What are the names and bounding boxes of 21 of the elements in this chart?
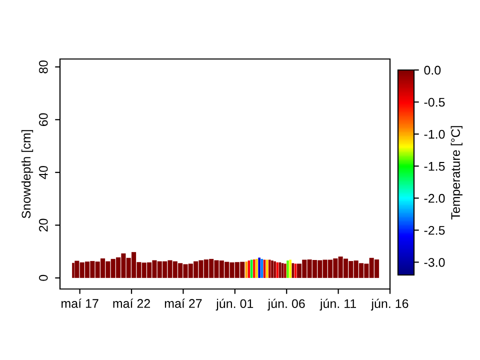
color-bar-label: -3.0: [424, 258, 445, 267]
color-bar-label: 0.0: [424, 66, 441, 75]
x-tick-label: jún. 01: [216, 298, 254, 311]
x-tick-label: maí 27: [164, 298, 202, 308]
x-tick-label: maí 22: [113, 298, 150, 308]
y-tick-label: 20: [38, 218, 48, 232]
color-bar-label: -1.0: [424, 130, 445, 139]
color-bar-label: -2.5: [424, 226, 445, 235]
x-tick-label: jún. 16: [370, 298, 408, 311]
y-tick-label: 0: [38, 274, 48, 281]
y-tick-label: 40: [38, 166, 48, 180]
color-bar-label: -1.5: [424, 162, 445, 171]
x-tick-label: maí 17: [62, 298, 98, 308]
x-tick-label: jún. 06: [268, 298, 305, 311]
color-bar-label: -2.0: [424, 194, 445, 203]
y-tick-label: 80: [38, 60, 48, 74]
color-bar-title: Temperature [°C]: [450, 126, 462, 220]
color-bar-label: -0.5: [424, 98, 445, 107]
y-axis-title: Snowdepth [cm]: [21, 130, 34, 218]
y-tick-label: 60: [38, 113, 48, 126]
x-tick-label: jún. 11: [320, 298, 356, 311]
